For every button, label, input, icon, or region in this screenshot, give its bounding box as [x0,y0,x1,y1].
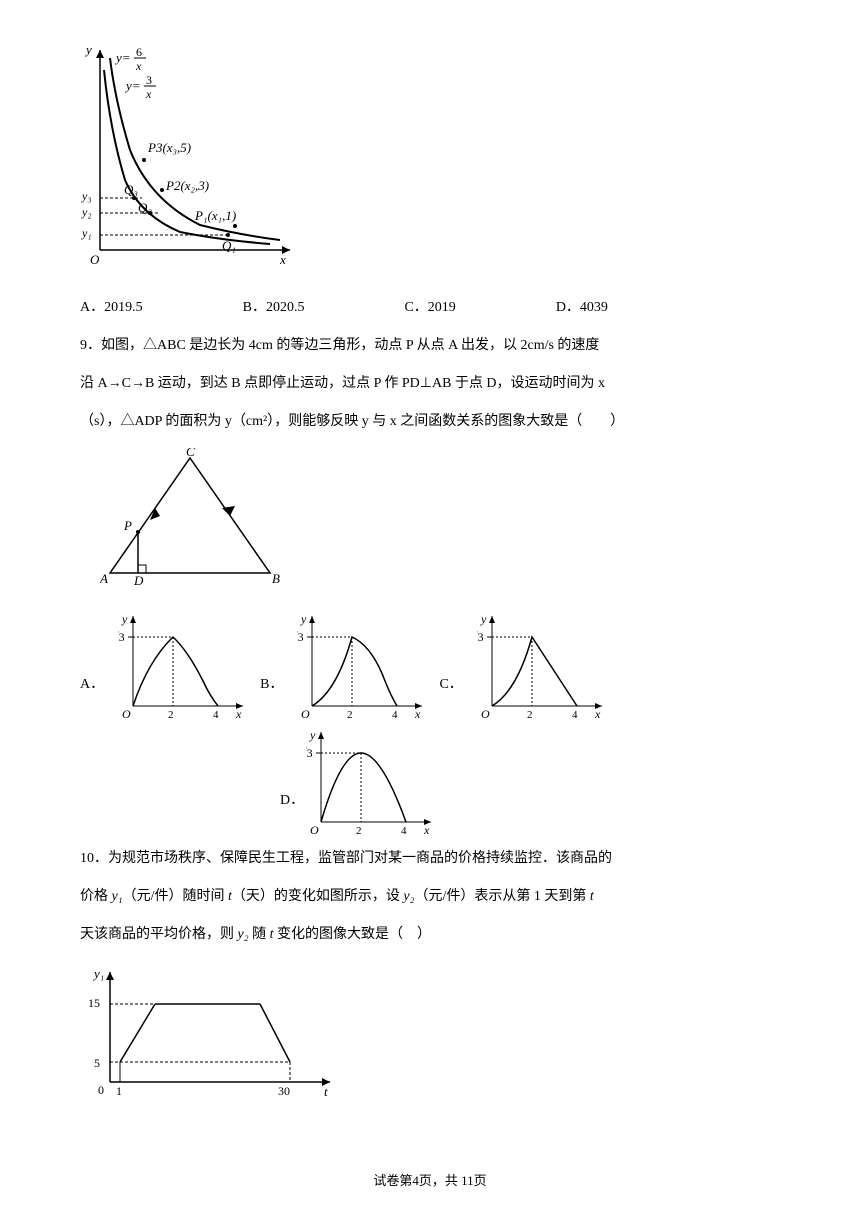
svg-text:C: C [186,448,195,459]
svg-text:O: O [90,252,100,267]
svg-text:2√3: 2√3 [297,630,304,644]
svg-text:4: 4 [401,825,407,837]
svg-text:4: 4 [213,709,219,721]
svg-text:15: 15 [88,996,100,1010]
svg-text:6: 6 [136,45,142,59]
svg-text:y: y [121,612,128,626]
q9-option-c-label[interactable]: C． [439,670,462,701]
q9-text-1: 9．如图，△ABC 是边长为 4cm 的等边三角形，动点 P 从点 A 出发，以… [80,330,780,362]
q10-figure: y₁ t 0 15 5 1 30 [80,962,780,1115]
q8-option-d[interactable]: D．4039 [556,293,608,324]
q9-text-2: 沿 A→C→B 运动，到达 B 点即停止运动，过点 P 作 PD⊥AB 于点 D… [80,368,780,400]
svg-text:5: 5 [94,1056,100,1070]
q10-text-3: 天该商品的平均价格，则 y₂ 随 t 变化的图像大致是（ ） [80,919,780,951]
svg-text:2: 2 [527,709,533,721]
svg-text:O: O [481,707,490,721]
svg-text:y₁: y₁ [92,966,104,981]
svg-text:y: y [300,612,307,626]
q8-option-a[interactable]: A．2019.5 [80,293,143,324]
svg-text:x: x [423,823,430,837]
q9-graph-a: O x y 2√3 2 4 [118,611,248,721]
svg-text:y₂: y₂ [81,205,92,219]
svg-text:P: P [123,518,132,533]
q8-figure: Q₃ Q₂ Q₁ P3(x₃,5) P2(x₂,3) P₁(x₁,1) y₃ y… [80,40,780,283]
svg-text:x: x [135,59,142,73]
q8-options[interactable]: A．2019.5 B．2020.5 C．2019 D．4039 [80,293,780,324]
svg-text:O: O [301,707,310,721]
q9-graph-c: O x y 2√3 2 4 [477,611,607,721]
svg-text:y₃: y₃ [81,189,92,203]
svg-text:2: 2 [347,709,353,721]
svg-text:4: 4 [392,709,398,721]
svg-text:3: 3 [146,73,152,87]
svg-text:D: D [133,573,144,588]
q9-option-b-label[interactable]: B． [260,670,283,701]
q9-option-a-label[interactable]: A． [80,670,104,701]
q9-graph-d: O x y 2√3 2 4 [306,727,436,837]
q9-text-3: （s），△ADP 的面积为 y（cm²），则能够反映 y 与 x 之间函数关系的… [80,406,780,438]
svg-text:x: x [235,707,242,721]
q9-graph-b: O x y 2√3 2 4 [297,611,427,721]
svg-text:30: 30 [278,1084,290,1098]
svg-text:y=: y= [124,78,141,93]
svg-text:0: 0 [98,1083,104,1097]
svg-text:1: 1 [116,1084,122,1098]
svg-text:y: y [480,612,487,626]
q10-text-1: 10．为规范市场秩序、保障民生工程，监管部门对某一商品的价格持续监控．该商品的 [80,843,780,875]
svg-text:y: y [84,42,92,57]
svg-text:x: x [594,707,601,721]
svg-text:y₁: y₁ [81,226,92,240]
svg-text:A: A [100,571,108,586]
svg-text:O: O [122,707,131,721]
svg-text:x: x [414,707,421,721]
svg-text:Q₃: Q₃ [124,182,138,197]
q9-options-row2: D． O x y 2√3 2 4 [280,727,780,837]
svg-text:O: O [310,823,319,837]
q10-text-2: 价格 y₁（元/件）随时间 t（天）的变化如图所示，设 y₂（元/件）表示从第 … [80,881,780,913]
svg-text:2√3: 2√3 [477,630,484,644]
svg-text:P2(x₂,3): P2(x₂,3) [165,178,209,193]
svg-text:Q₁: Q₁ [222,238,236,253]
q9-triangle: C A B P D [100,448,780,601]
svg-text:t: t [324,1084,328,1099]
svg-text:2: 2 [356,825,362,837]
svg-text:P3(x₃,5): P3(x₃,5) [147,140,191,155]
svg-text:x: x [279,252,286,267]
svg-text:2√3: 2√3 [306,746,313,760]
svg-text:Q₂: Q₂ [138,200,152,215]
svg-text:y: y [309,728,316,742]
svg-text:x: x [145,87,152,101]
svg-text:4: 4 [572,709,578,721]
svg-text:2√3: 2√3 [118,630,125,644]
svg-text:B: B [272,571,280,586]
q8-option-c[interactable]: C．2019 [404,293,455,324]
q9-option-d-label[interactable]: D． [280,786,304,817]
q9-options-row1: A． O x y 2√3 2 4 B． O x y 2√3 2 4 C． [80,611,780,721]
svg-text:P₁(x₁,1): P₁(x₁,1) [194,208,236,223]
q8-option-b[interactable]: B．2020.5 [243,293,305,324]
page-footer: 试卷第4页，共 11页 [0,1167,860,1196]
svg-text:y=: y= [114,50,131,65]
svg-text:2: 2 [168,709,174,721]
